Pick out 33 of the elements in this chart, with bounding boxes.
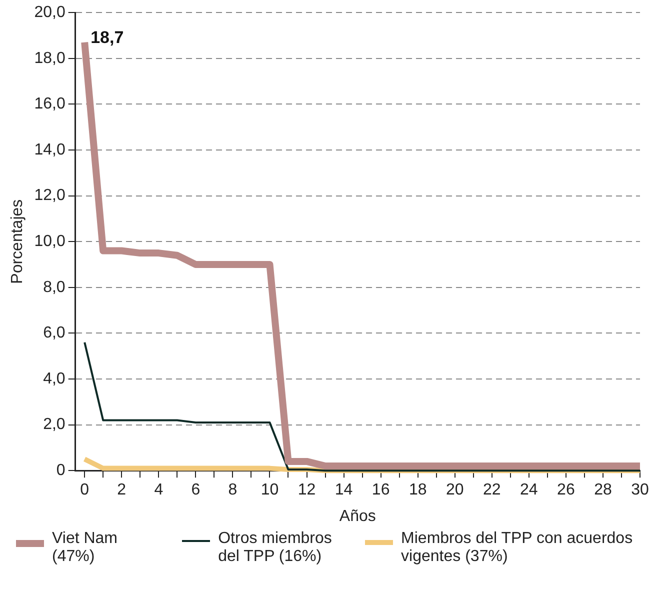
y-tick-label: 6,0: [43, 324, 66, 342]
x-tick-label: 30: [631, 482, 649, 499]
legend-label: Miembros del TPP con acuerdos vigentes (37%): [401, 530, 634, 566]
y-tick-label: 18,0: [34, 50, 66, 67]
legend-label: Viet Nam (47%): [52, 530, 119, 566]
legend-label: Otros miembros del TPP (16%): [218, 530, 333, 566]
x-tick-label: 10: [260, 482, 279, 499]
y-tick-label: 0: [56, 462, 66, 480]
x-tick-label: 20: [446, 482, 464, 499]
x-tick-label: 8: [228, 482, 238, 499]
y-tick-label: 12,0: [34, 187, 66, 204]
y-tick-label: 4,0: [43, 370, 66, 388]
x-tick-label: 18: [408, 482, 427, 499]
y-tick-label: 16,0: [34, 96, 66, 113]
y-tick-label: 14,0: [34, 141, 66, 158]
x-tick-label: 26: [557, 482, 575, 499]
y-tick-label: 8,0: [43, 278, 66, 296]
x-axis-title: Años: [339, 508, 376, 525]
annotation: 18,7: [90, 28, 124, 48]
x-tick-label: 12: [298, 482, 316, 499]
x-tick-label: 14: [334, 482, 353, 499]
x-tick-label: 0: [80, 482, 90, 499]
y-axis-title: Porcentajes: [9, 199, 26, 284]
x-tick-label: 4: [154, 482, 164, 499]
y-tick-label: 10,0: [34, 233, 66, 250]
x-tick-label: 6: [191, 482, 200, 499]
x-tick-label: 24: [520, 482, 538, 499]
y-tick-label: 2,0: [43, 416, 66, 434]
y-tick-label: 20,0: [34, 4, 66, 22]
x-tick-label: 2: [117, 482, 126, 499]
x-tick-label: 22: [482, 482, 501, 499]
x-tick-label: 28: [594, 482, 612, 499]
x-tick-label: 16: [372, 482, 390, 499]
